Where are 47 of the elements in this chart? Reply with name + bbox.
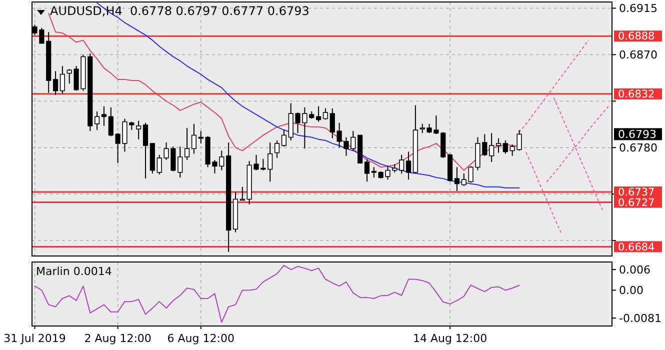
y-tick-label: 0.006 [619,263,650,276]
candlestick [66,68,72,84]
candlestick [399,154,404,174]
y-tick-label: 0.6780 [619,141,658,154]
ref-line-label: 0.6832 [618,88,655,101]
x-tick-label: 31 Jul 2019 [4,332,66,345]
ref-line-label: 0.6684 [618,241,656,254]
candlestick [274,140,280,158]
candlestick [136,120,142,140]
candlestick [454,166,460,192]
text: 0.6793 [618,128,656,142]
ref-line-label: 0.6888 [618,30,655,43]
candlestick [184,127,190,160]
candlestick [281,130,286,148]
candlestick [496,138,502,154]
y-tick-label: -0.0081 [619,312,662,325]
candlestick [101,106,107,126]
y-tick-label: 0.6870 [619,48,658,62]
candlestick [502,140,508,154]
candlestick [489,132,494,163]
candlestick [108,106,114,137]
candlestick [268,142,273,182]
candlestick [52,70,58,96]
y-tick-label: 0.6915 [619,2,658,16]
x-tick-label: 2 Aug 12:00 [84,332,152,345]
candlestick [330,108,335,139]
candlestick [191,123,196,154]
line-series [34,264,520,323]
candlestick [322,108,328,120]
candlestick [364,158,370,182]
y-tick-label: 0.00 [619,284,644,298]
x-tick-label: 14 Aug 12:00 [412,332,488,345]
candlestick [406,151,412,180]
candlestick [371,166,376,178]
x-tick-label: 6 Aug 12:00 [167,332,234,345]
candlestick [178,146,183,178]
line-series [526,152,562,233]
candlestick [60,66,65,94]
candlestick [461,172,466,186]
line-series [518,40,589,133]
candlestick [316,106,322,122]
ref-line-label: 0.6727 [618,196,655,209]
ref-line-label: 0.6737 [618,186,655,199]
candlestick [440,132,446,158]
chart-title: Marlin 0.0014 [36,265,112,278]
candlestick [142,122,148,180]
candlestick [94,110,100,131]
